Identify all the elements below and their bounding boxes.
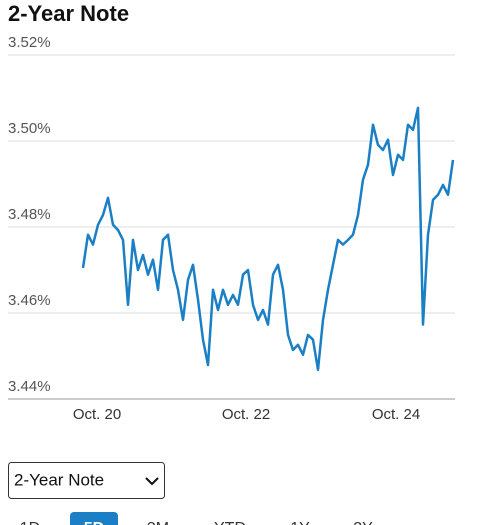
chevron[interactable]	[145, 477, 159, 486]
y-tick-label: 3.52%	[8, 34, 51, 51]
range-button[interactable]: 5D	[84, 520, 104, 525]
y-tick-label: 3.48%	[8, 206, 51, 223]
selector[interactable]: 2-Year Note	[8, 462, 165, 499]
selector-label[interactable]: 2-Year Note	[14, 470, 104, 489]
x-tick-label: Oct. 22	[222, 406, 270, 423]
x-tick-label: Oct. 20	[73, 406, 121, 423]
range-selected-bg[interactable]	[70, 512, 118, 525]
range-button[interactable]: 1Y	[290, 520, 310, 525]
selector-box[interactable]	[8, 462, 165, 499]
range-button[interactable]: YTD	[214, 520, 246, 525]
chart-title: 2-Year Note	[8, 1, 129, 26]
range-button[interactable]: 3M	[147, 520, 169, 525]
price-line	[81, 106, 455, 372]
y-tick-label: 3.44%	[8, 378, 51, 395]
range-button[interactable]: 3Y	[353, 520, 373, 525]
range-button[interactable]: 1D	[20, 520, 40, 525]
y-tick-label: 3.46%	[8, 292, 51, 309]
x-tick-label: Oct. 24	[372, 406, 420, 423]
y-tick-label: 3.50%	[8, 120, 51, 137]
